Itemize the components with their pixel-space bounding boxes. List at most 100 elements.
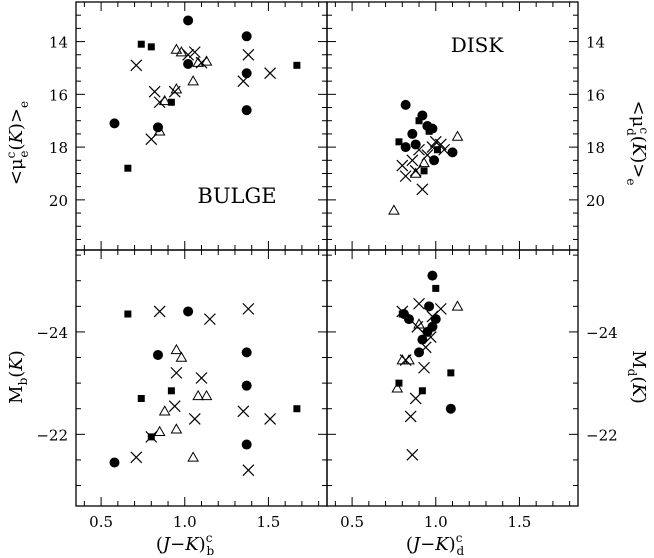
- data-point-cross: [438, 143, 451, 156]
- data-point-cross: [242, 48, 255, 61]
- y-tick-label: 16: [49, 86, 68, 104]
- data-point-cross: [413, 297, 425, 310]
- data-point-cross: [434, 138, 447, 151]
- y-tick-label: 14: [586, 34, 605, 52]
- data-point-square: [167, 387, 175, 395]
- data-point-square: [147, 43, 155, 51]
- data-point-circle: [429, 155, 440, 166]
- y-tick-label: −22: [36, 426, 68, 444]
- data-point-triangle: [170, 423, 183, 434]
- data-point-cross: [264, 67, 277, 80]
- data-point-triangle: [391, 382, 404, 393]
- data-point-circle: [241, 105, 252, 116]
- data-point-triangle: [413, 318, 425, 329]
- data-point-square: [395, 138, 403, 146]
- y-tick-label: 14: [49, 34, 68, 52]
- data-point-triangle: [170, 343, 183, 355]
- data-point-square: [137, 394, 145, 402]
- data-point-circle: [241, 347, 252, 358]
- data-point-square: [167, 98, 175, 106]
- data-point-square: [420, 167, 428, 175]
- data-point-cross: [153, 305, 166, 318]
- data-point-circle: [241, 68, 252, 79]
- data-point-circle: [152, 349, 163, 360]
- data-point-cross: [237, 75, 250, 88]
- data-point-cross: [396, 159, 409, 172]
- data-point-circle: [427, 321, 438, 332]
- data-point-triangle: [153, 425, 166, 437]
- data-point-circle: [183, 15, 194, 26]
- data-point-triangle: [451, 300, 464, 311]
- data-point-circle: [424, 301, 435, 312]
- data-point-square: [432, 284, 440, 292]
- data-point-circle: [152, 122, 163, 133]
- data-point-triangle: [200, 55, 213, 66]
- data-point-square: [124, 310, 132, 318]
- data-point-cross: [409, 392, 422, 405]
- y-tick-label: 20: [586, 192, 605, 210]
- data-point-square: [293, 405, 301, 413]
- data-point-circle: [410, 139, 421, 150]
- data-point-cross: [237, 405, 250, 418]
- data-point-cross: [188, 413, 201, 425]
- y-tick-label: −24: [36, 324, 68, 342]
- data-point-triangle: [451, 130, 464, 141]
- data-point-triangle: [158, 94, 171, 106]
- y-tick-label: −24: [586, 324, 618, 342]
- data-point-square: [425, 127, 433, 135]
- data-point-triangle: [175, 351, 188, 362]
- data-point-cross: [399, 170, 412, 183]
- data-point-circle: [403, 314, 414, 325]
- data-point-cross: [396, 305, 409, 318]
- x-tick-label: 0.5: [89, 513, 113, 531]
- data-point-cross: [170, 366, 183, 379]
- data-point-square: [433, 146, 441, 154]
- data-point-triangle: [187, 451, 199, 462]
- data-point-cross: [188, 46, 201, 59]
- disk-annotation: DISK: [451, 33, 505, 57]
- data-point-cross: [404, 410, 417, 423]
- data-point-cross: [148, 85, 161, 98]
- data-point-cross: [145, 430, 158, 443]
- data-point-circle: [400, 142, 411, 153]
- data-point-cross: [242, 464, 255, 477]
- data-point-triangle: [192, 389, 205, 401]
- data-point-circle: [109, 457, 120, 468]
- data-point-cross: [264, 413, 277, 425]
- y-tick-label: −22: [586, 426, 618, 444]
- x-tick-label: 1.5: [257, 513, 281, 531]
- ylabel-disk-sb: <μcd(K)>e: [624, 101, 651, 186]
- y-tick-label: 18: [49, 139, 68, 157]
- panel-frame: [326, 249, 579, 507]
- data-point-triangle: [158, 405, 171, 416]
- data-point-cross: [168, 400, 181, 413]
- data-point-square: [137, 40, 145, 48]
- x-tick-label: 1.0: [424, 513, 448, 531]
- data-point-square: [447, 369, 455, 377]
- y-tick-label: 18: [586, 139, 605, 157]
- data-point-triangle: [192, 56, 205, 67]
- data-point-cross: [203, 313, 216, 326]
- data-point-circle: [183, 59, 194, 69]
- data-point-circle: [427, 270, 438, 281]
- data-point-triangle: [388, 204, 400, 215]
- data-point-triangle: [403, 354, 415, 365]
- ylabel-disk-mag: Md(K): [625, 350, 649, 404]
- data-point-cross: [182, 48, 195, 61]
- data-point-square: [395, 379, 403, 387]
- data-point-circle: [241, 380, 252, 391]
- data-point-circle: [241, 439, 252, 450]
- data-point-square: [124, 164, 132, 172]
- y-tick-label: 20: [49, 192, 68, 210]
- data-point-cross: [406, 448, 419, 461]
- data-point-square: [415, 117, 423, 125]
- xlabel-bulge: (J−K)c b: [156, 531, 215, 558]
- data-point-cross: [413, 143, 425, 156]
- data-point-cross: [424, 331, 437, 343]
- panel-disk-magnitude: −24 −22 0.5 1.0 1.5: [326, 249, 618, 531]
- data-point-circle: [241, 31, 252, 42]
- x-tick-label: 1.5: [508, 513, 532, 531]
- data-point-square: [398, 310, 406, 318]
- data-point-circle: [400, 99, 411, 110]
